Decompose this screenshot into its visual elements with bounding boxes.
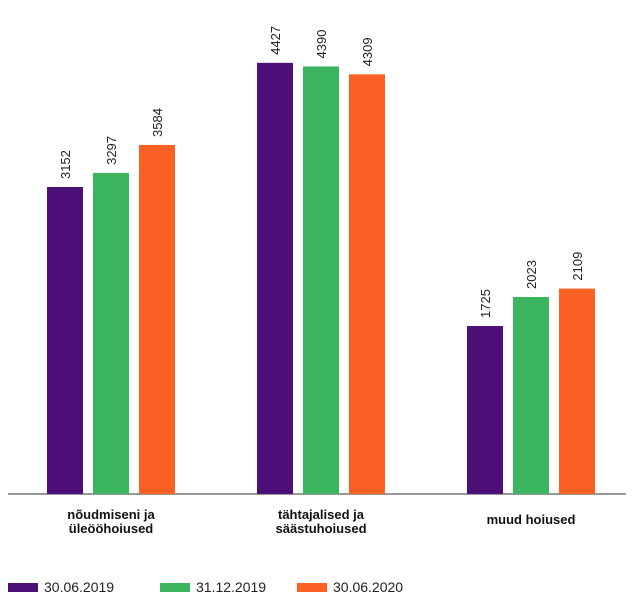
legend-label: 30.06.2020 bbox=[333, 579, 403, 595]
category-label: nõudmiseni ja bbox=[67, 507, 155, 522]
bar bbox=[303, 66, 339, 495]
bar bbox=[513, 296, 549, 494]
data-label: 2109 bbox=[570, 252, 585, 281]
data-label: 2023 bbox=[524, 260, 539, 289]
data-label: 3584 bbox=[150, 108, 165, 137]
category-label: tähtajalised ja bbox=[278, 507, 365, 522]
bar bbox=[257, 62, 293, 495]
data-label: 4309 bbox=[360, 37, 375, 66]
legend-label: 30.06.2019 bbox=[44, 579, 114, 595]
data-label: 4390 bbox=[314, 30, 329, 59]
bar bbox=[93, 172, 129, 495]
category-label: säästuhoiused bbox=[275, 521, 366, 536]
data-label: 3152 bbox=[58, 150, 73, 179]
bar bbox=[139, 144, 175, 495]
legend-swatch bbox=[8, 583, 38, 592]
category-label: muud hoiused bbox=[487, 512, 576, 527]
legend-label: 31.12.2019 bbox=[196, 579, 266, 595]
data-label: 3297 bbox=[104, 136, 119, 165]
bar bbox=[47, 187, 83, 494]
category-label: üleööhoiused bbox=[69, 521, 154, 536]
bar bbox=[467, 326, 503, 494]
data-label: 1725 bbox=[478, 289, 493, 318]
legend-swatch bbox=[297, 583, 327, 592]
bar bbox=[349, 74, 385, 494]
legend-swatch bbox=[160, 583, 190, 592]
bar bbox=[559, 288, 595, 494]
data-label: 4427 bbox=[268, 26, 283, 55]
